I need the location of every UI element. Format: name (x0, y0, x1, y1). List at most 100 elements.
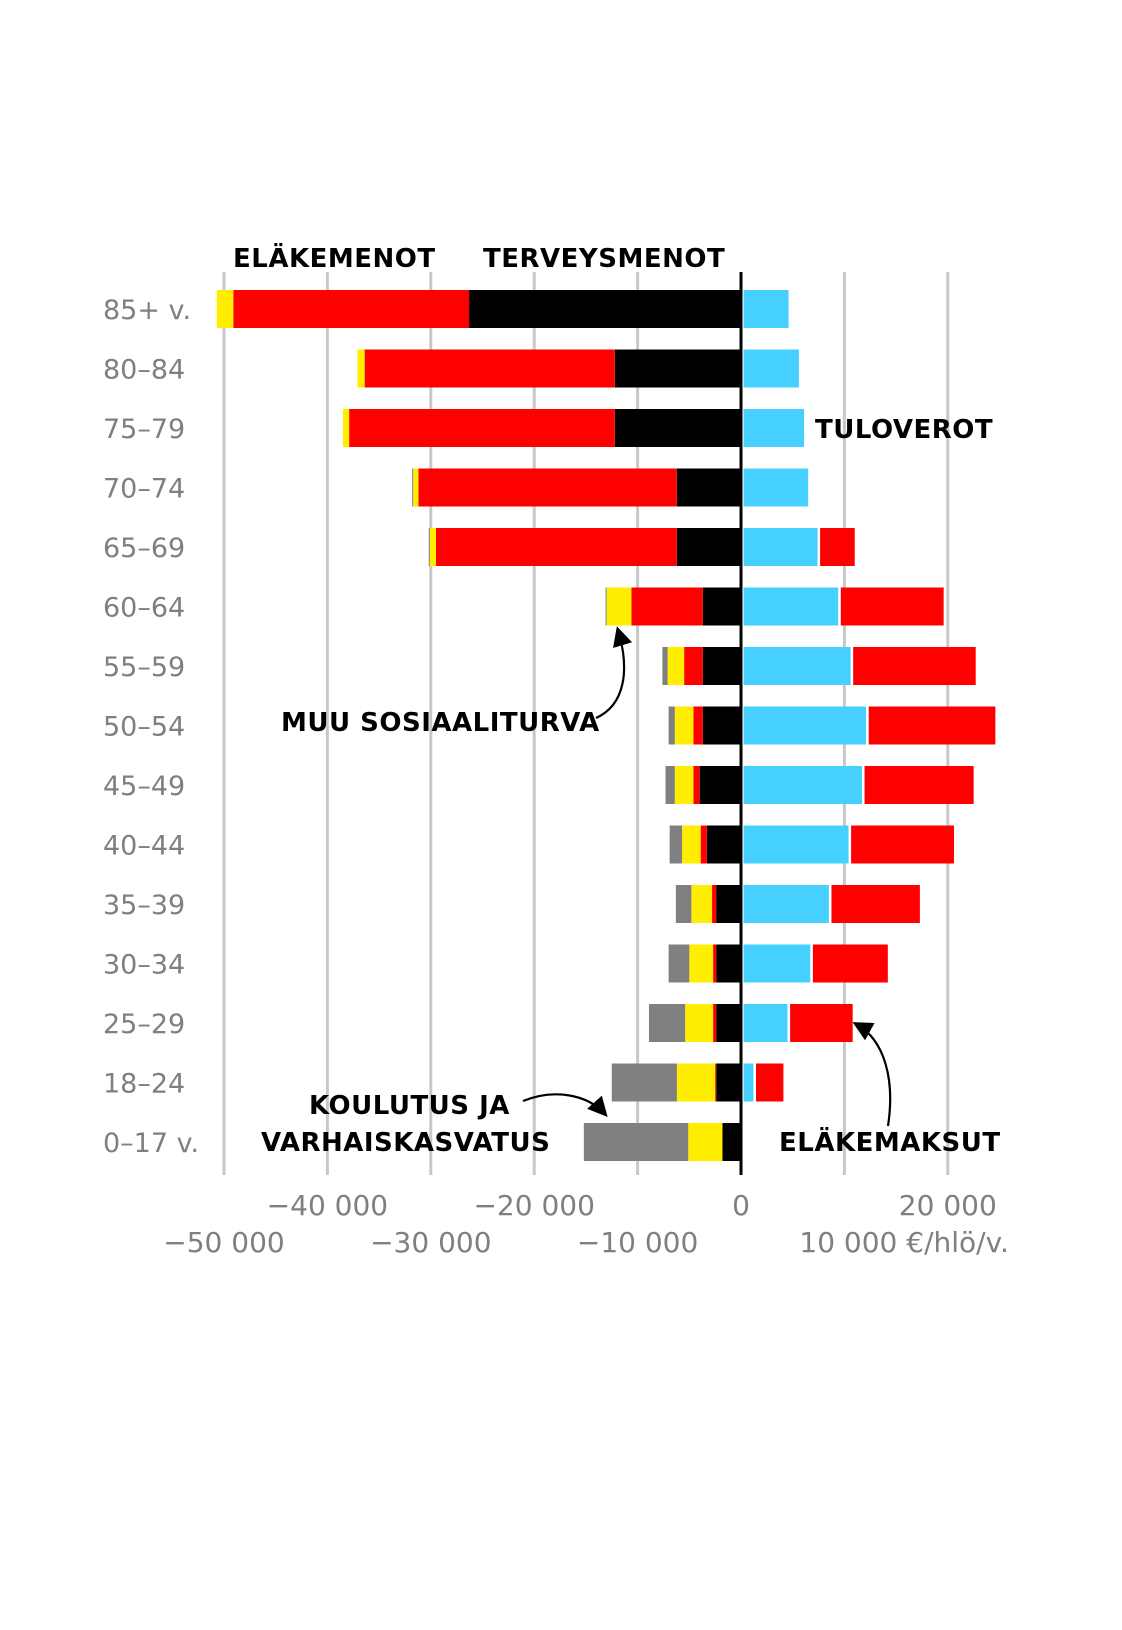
bar-koulutus (648, 1004, 686, 1042)
bar-tuloverot (743, 409, 805, 447)
age-label: 65–69 (103, 533, 185, 564)
bar-koulutus (669, 825, 683, 864)
tick-label: −40 000 (267, 1189, 388, 1222)
bar-terveysmenot (702, 706, 741, 745)
age-label: 35–39 (103, 890, 185, 921)
bar-muu_sosiaaliturva (691, 885, 713, 923)
bar-elakemenot (693, 766, 700, 804)
bar-koulutus (611, 1063, 677, 1102)
age-label: 55–59 (103, 652, 185, 683)
bar-elakemenot (364, 349, 615, 388)
bar-tuloverot (743, 766, 862, 804)
label-koulutus-line2: VARHAISKASVATUS (261, 1128, 550, 1158)
age-labels: 85+ v. 80–84 75–79 70–74 65–69 60–64 55–59 50–5… (103, 295, 199, 1159)
bar-koulutus (665, 766, 675, 804)
bar-tuloverot (743, 1004, 788, 1042)
bar-muu_sosiaaliturva (216, 290, 234, 328)
bar-terveysmenot (722, 1123, 741, 1161)
bar-terveysmenot (702, 587, 741, 626)
bar-elakemenot (631, 587, 703, 626)
bar-terveysmenot (614, 409, 741, 447)
bar-elakemenot (693, 706, 703, 745)
bar-muu_sosiaaliturva (357, 349, 365, 388)
age-label: 25–29 (103, 1009, 185, 1040)
bar-terveysmenot (699, 766, 741, 804)
age-label: 18–24 (103, 1069, 185, 1100)
tick-label: 10 000 €/hlö/v. (799, 1226, 1009, 1259)
label-muu-sosiaaliturva: MUU SOSIAALITURVA (281, 708, 600, 738)
bar-elakemaksut (851, 825, 955, 864)
tick-label: −10 000 (577, 1226, 698, 1259)
label-koulutus-line1: KOULUTUS JA (309, 1091, 510, 1121)
bar-tuloverot (743, 825, 849, 864)
bars (216, 290, 996, 1161)
bar-muu_sosiaaliturva (674, 766, 694, 804)
bar-elakemenot (713, 1004, 717, 1042)
bar-elakemenot (435, 528, 677, 566)
tick-label: 20 000 (899, 1189, 997, 1222)
age-label: 30–34 (103, 950, 185, 981)
bar-terveysmenot (469, 290, 741, 328)
bar-elakemenot (715, 1063, 717, 1102)
bar-tuloverot (743, 528, 818, 566)
bar-muu_sosiaaliturva (688, 1123, 723, 1161)
bar-elakemenot (713, 944, 717, 983)
bar-tuloverot (743, 647, 851, 685)
bar-koulutus (412, 468, 414, 507)
bar-koulutus (675, 885, 692, 923)
bar-koulutus (668, 944, 690, 983)
bar-muu_sosiaaliturva (413, 468, 419, 507)
arrow-muu-sosiaaliturva (595, 626, 633, 720)
age-label: 40–44 (103, 831, 185, 862)
bar-terveysmenot (702, 647, 741, 685)
bar-muu_sosiaaliturva (674, 706, 694, 745)
bar-elakemenot (349, 409, 615, 447)
bar-elakemenot (233, 290, 470, 328)
bar-elakemaksut (864, 766, 974, 804)
bar-koulutus (662, 647, 668, 685)
label-tuloverot: TULOVEROT (815, 415, 993, 445)
tick-label: −50 000 (163, 1226, 284, 1259)
bar-elakemaksut (840, 587, 944, 626)
bar-koulutus (583, 1123, 689, 1161)
bar-tuloverot (743, 290, 789, 328)
tick-label: −30 000 (370, 1226, 491, 1259)
bar-elakemenot (700, 825, 707, 864)
age-label: 85+ v. (103, 295, 191, 326)
label-terveysmenot: TERVEYSMENOT (483, 244, 725, 274)
bar-elakemenot (712, 885, 717, 923)
arrow-koulutus (522, 1093, 608, 1117)
bar-muu_sosiaaliturva (689, 944, 714, 983)
arrow-elakemaksut (852, 1022, 892, 1127)
bar-elakemaksut (853, 647, 976, 685)
age-label: 0–17 v. (103, 1128, 199, 1159)
bar-muu_sosiaaliturva (685, 1004, 714, 1042)
bar-koulutus (668, 706, 675, 745)
bar-terveysmenot (614, 349, 741, 388)
bar-tuloverot (743, 885, 829, 923)
bar-tuloverot (743, 349, 799, 388)
bar-terveysmenot (716, 944, 741, 983)
bar-terveysmenot (716, 885, 741, 923)
bar-elakemaksut (790, 1004, 853, 1042)
bar-elakemaksut (831, 885, 920, 923)
bar-elakemenot (684, 647, 703, 685)
bar-muu_sosiaaliturva (429, 528, 436, 566)
bar-elakemaksut (820, 528, 855, 566)
bar-elakemenot (418, 468, 677, 507)
bar-muu_sosiaaliturva (606, 587, 632, 626)
age-label: 60–64 (103, 593, 185, 624)
bar-muu_sosiaaliturva (667, 647, 685, 685)
tick-labels: −40 000 −20 000 0 20 000 −50 000 −30 000 −10 0… (163, 1189, 1009, 1259)
age-label: 70–74 (103, 474, 185, 505)
age-label: 45–49 (103, 771, 185, 802)
age-label: 80–84 (103, 355, 185, 386)
age-label: 75–79 (103, 414, 185, 445)
label-elakemaksut: ELÄKEMAKSUT (779, 1126, 1001, 1158)
bar-elakemaksut (755, 1063, 784, 1102)
tick-label: 0 (732, 1189, 750, 1222)
bar-koulutus (605, 587, 607, 626)
bar-elakemaksut (812, 944, 888, 983)
bar-terveysmenot (706, 825, 741, 864)
